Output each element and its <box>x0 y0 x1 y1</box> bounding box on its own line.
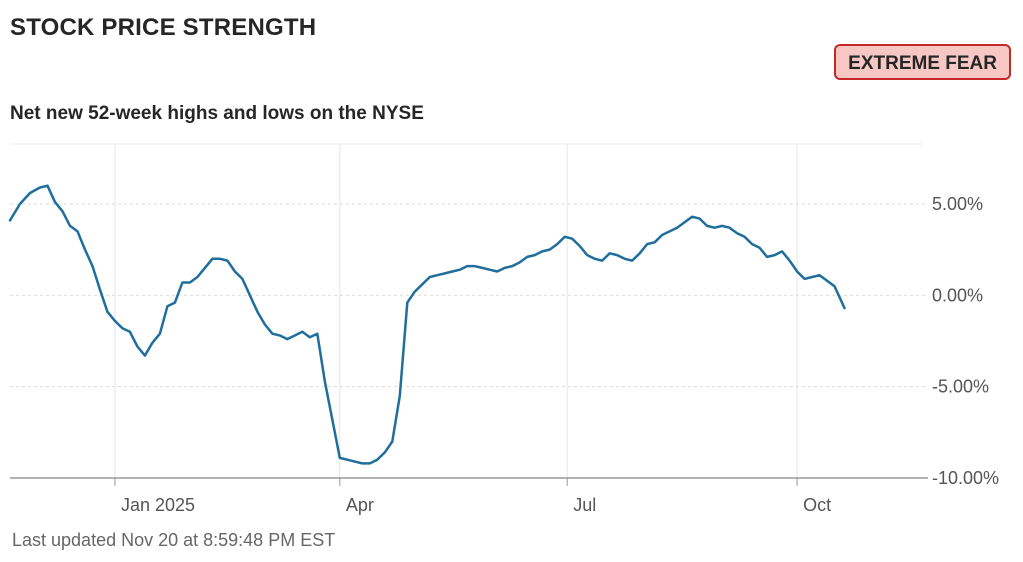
x-tick-label: Jul <box>573 495 596 515</box>
chart-title: STOCK PRICE STRENGTH <box>10 14 317 41</box>
x-tick-label: Jan 2025 <box>121 495 195 515</box>
y-tick-label: 5.00% <box>932 194 983 214</box>
series-line <box>8 184 846 465</box>
chart-subtitle: Net new 52-week highs and lows on the NY… <box>10 103 424 124</box>
last-updated-text: Last updated Nov 20 at 8:59:48 PM EST <box>12 530 336 550</box>
y-axis-ticks: 5.00% 0.00% -5.00% -10.00% <box>932 194 999 488</box>
y-tick-label: -10.00% <box>932 468 999 488</box>
series-group <box>8 184 846 465</box>
line-chart: Jan 2025 Apr Jul Oct 5.00% 0.00% -5.00% -10.00… <box>8 143 999 515</box>
horizontal-gridlines <box>10 143 928 479</box>
vertical-gridlines <box>114 144 798 478</box>
x-tick-label: Apr <box>346 495 374 515</box>
x-axis-ticks: Jan 2025 Apr Jul Oct <box>114 478 831 515</box>
y-tick-label: -5.00% <box>932 377 989 397</box>
x-tick-label: Oct <box>803 495 831 515</box>
sentiment-badge: EXTREME FEAR <box>834 44 1011 80</box>
y-tick-label: 0.00% <box>932 285 983 305</box>
